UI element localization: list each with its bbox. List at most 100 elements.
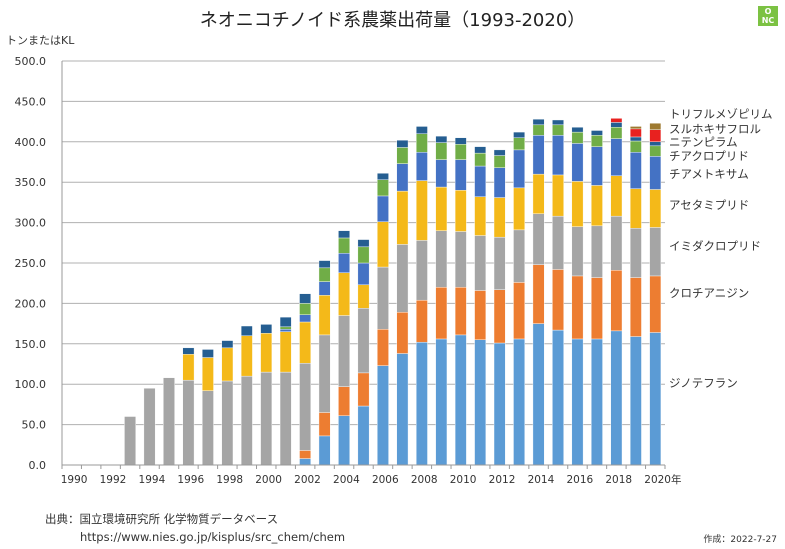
bar-segment	[629, 336, 642, 466]
bar-segment	[591, 338, 603, 466]
bar-segment	[396, 312, 409, 354]
bar-segment	[221, 347, 234, 382]
bar-segment	[629, 152, 642, 189]
bar-segment	[513, 229, 525, 283]
bar-segment	[435, 287, 448, 340]
bar-segment	[357, 262, 370, 286]
source-text: 出典：国立環境研究所 化学物質データベース	[45, 512, 279, 526]
bar-segment	[552, 124, 564, 136]
y-tick-label: 200.0	[15, 297, 47, 310]
x-tick-label: 2016	[566, 474, 593, 486]
x-tick-label: 2000	[255, 474, 282, 486]
bar-segment	[357, 308, 370, 374]
bar-segment	[338, 230, 350, 239]
bar-segment	[649, 275, 662, 333]
bar-segment	[338, 237, 350, 254]
bar-segment	[240, 335, 253, 377]
bar-segment	[357, 405, 370, 466]
bar-segment	[416, 299, 428, 343]
bar-segment	[629, 126, 642, 130]
bar-segment	[493, 236, 506, 290]
bar-segment	[279, 329, 292, 332]
bar-segment	[649, 145, 662, 157]
bar-segment	[279, 331, 292, 373]
bar-segment	[435, 186, 448, 231]
bar-segment	[143, 388, 156, 466]
bar-segment	[416, 133, 428, 153]
y-tick-label: 250.0	[15, 257, 47, 270]
bar-segment	[416, 126, 428, 134]
bar-segment	[474, 165, 487, 197]
bar-segment	[552, 329, 564, 466]
bar-segment	[649, 123, 662, 130]
bar-segment	[610, 330, 623, 466]
bar-segment	[591, 225, 603, 278]
x-tick-label: 2002	[294, 474, 321, 486]
y-tick-label: 400.0	[15, 136, 47, 149]
bar-segment	[532, 135, 545, 175]
bar-segment	[649, 156, 662, 190]
bar-segment	[396, 244, 409, 313]
legend-label: イミダクロプリド	[669, 239, 761, 253]
created-date: 作成：2022-7-27	[703, 535, 777, 545]
bar-segment	[532, 264, 545, 324]
bar-segment	[435, 135, 448, 143]
bar-segment	[552, 215, 564, 270]
bar-segment	[629, 136, 642, 142]
bar-segment	[318, 260, 331, 269]
x-tick-label: 1994	[139, 474, 166, 486]
bar-segment	[202, 349, 214, 358]
y-tick-label: 0.0	[29, 459, 47, 472]
bar-segment	[610, 270, 623, 332]
x-tick-label: 2012	[489, 474, 516, 486]
bar-segment	[396, 163, 409, 192]
x-tick-label: 1998	[216, 474, 243, 486]
bar-segment	[454, 159, 467, 191]
bar-segment	[182, 354, 195, 381]
bar-segment	[260, 333, 273, 373]
bar-segment	[571, 226, 584, 277]
legend-label: チアクロプリド	[669, 149, 749, 163]
bar-segment	[454, 287, 467, 336]
bar-segment	[474, 339, 487, 466]
x-tick-label: 1990	[61, 474, 88, 486]
bar-segment	[416, 152, 428, 181]
bar-segment	[474, 196, 487, 236]
x-tick-label: 1992	[100, 474, 127, 486]
bar-segment	[299, 450, 311, 459]
bar-segment	[318, 281, 331, 296]
bar-segment	[299, 293, 311, 304]
legend-label: トリフルメゾピリム	[669, 107, 773, 121]
bar-segment	[513, 338, 525, 466]
bar-segment	[416, 341, 428, 466]
bar-segment	[338, 272, 350, 316]
bar-segment	[124, 416, 136, 466]
x-tick-label: 2008	[411, 474, 438, 486]
bar-segment	[396, 190, 409, 245]
bar-segment	[377, 221, 389, 268]
source-url: https://www.nies.go.jp/kisplus/src_chem/…	[80, 530, 346, 544]
y-tick-label: 50.0	[22, 419, 47, 432]
legend-label: ニテンピラム	[669, 135, 738, 149]
bar-segment	[552, 119, 564, 126]
legend-label: アセタミプリド	[669, 198, 749, 212]
x-axis: 1990 1992 1994 1996 1998 2000 2002 2004 2006 2008…	[61, 61, 682, 486]
bar-segment	[552, 174, 564, 217]
bar-segment	[532, 173, 545, 214]
bar-segment	[649, 141, 662, 147]
bar-segment	[610, 138, 623, 176]
bar-segment	[202, 357, 214, 391]
bar-segment	[318, 267, 331, 282]
bar-segment	[513, 149, 525, 189]
bar-segment	[182, 379, 195, 466]
bar-segment	[493, 289, 506, 344]
y-tick-label: 450.0	[15, 95, 47, 108]
bar-segment	[513, 131, 525, 138]
bar-segment	[338, 253, 350, 273]
bar-segment	[629, 277, 642, 337]
bar-segment	[416, 240, 428, 301]
bar-segment	[338, 386, 350, 416]
bar-segment	[532, 118, 545, 126]
bar-segment	[610, 122, 623, 128]
bar-segment	[629, 228, 642, 278]
